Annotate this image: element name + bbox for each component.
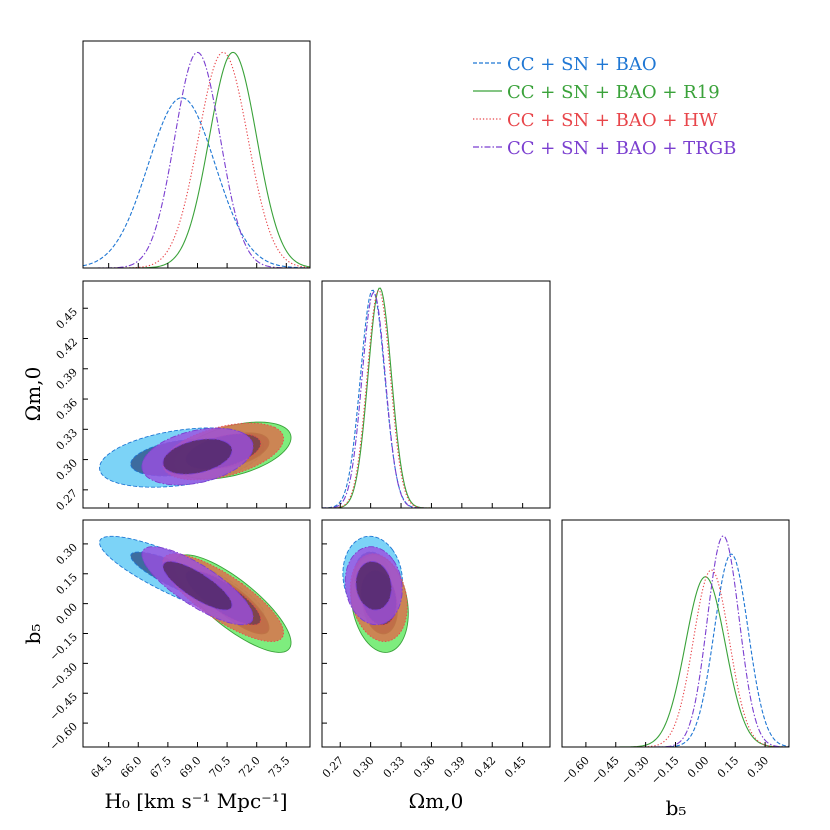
x-axis-label-om0: Ωm,0: [409, 789, 464, 813]
ytick-label-b5-3: −0.15: [47, 630, 80, 663]
panel-H0-H0: [83, 41, 310, 268]
ytick-label-Om0-1: 0.30: [54, 457, 81, 484]
xtick-label-b5-5: 0.15: [715, 754, 742, 781]
x-axis-label-b5: b₅: [666, 796, 687, 820]
y-axis-label-b5: b₅: [21, 624, 45, 645]
ytick-label-Om0-5: 0.42: [54, 335, 81, 362]
marginal-curve-H0-2: [83, 52, 310, 268]
ytick-label-b5-2: 0.00: [54, 601, 81, 628]
corner-plot: 64.5 66.0 67.5 69.0 70.5 72.0 73.5 0.27 0.30 0.33…: [0, 0, 830, 830]
x-axis-label-h0: H₀ [km s⁻¹ Mpc⁻¹]: [104, 789, 287, 813]
xtick-label-b5-2: −0.30: [619, 754, 652, 787]
contours-H0-b5: [99, 536, 291, 652]
xtick-label-Om0-0: 0.27: [320, 754, 347, 781]
xtick-label-H0-4: 70.5: [207, 754, 234, 781]
ytick-label-b5-6: −0.60: [47, 720, 80, 753]
ytick-label-b5-1: 0.15: [54, 571, 81, 598]
ytick-label-Om0-4: 0.39: [54, 366, 81, 393]
ytick-label-Om0-3: 0.36: [54, 396, 81, 423]
marginal-H0: [83, 52, 310, 268]
legend-label-1: CC + SN + BAO + R19: [507, 82, 720, 103]
marginal-curve-H0-0: [83, 98, 310, 268]
legend: CC + SN + BAO CC + SN + BAO + R19 CC + S…: [473, 54, 736, 159]
marginal-curve-Om0-3: [322, 292, 550, 508]
xtick-label-H0-3: 69.0: [177, 754, 204, 781]
marginal-curve-H0-1: [83, 52, 310, 268]
xtick-label-b5-0: −0.60: [559, 754, 592, 787]
ytick-label-b5-4: −0.30: [47, 660, 80, 693]
marginal-curve-Om0-0: [322, 290, 550, 508]
legend-entry-0: CC + SN + BAO: [473, 54, 657, 75]
ytick-label-Om0-2: 0.33: [54, 426, 81, 453]
xtick-label-Om0-4: 0.39: [441, 754, 468, 781]
marginal-b5: [562, 536, 789, 747]
xtick-label-Om0-3: 0.36: [411, 754, 438, 781]
marginal-curve-b5-2: [562, 570, 789, 747]
xtick-label-b5-1: −0.45: [589, 754, 622, 787]
xtick-label-b5-6: 0.30: [745, 754, 772, 781]
xtick-label-Om0-1: 0.30: [350, 754, 377, 781]
legend-entry-3: CC + SN + BAO + TRGB: [473, 138, 736, 159]
xtick-label-Om0-5: 0.42: [472, 754, 499, 781]
ytick-label-Om0-6: 0.45: [54, 305, 81, 332]
xtick-label-H0-6: 73.5: [266, 754, 293, 781]
xtick-label-Om0-2: 0.33: [381, 754, 408, 781]
xtick-label-b5-3: −0.15: [649, 754, 682, 787]
legend-label-3: CC + SN + BAO + TRGB: [507, 138, 736, 159]
marginal-curve-b5-3: [562, 536, 789, 747]
ytick-label-b5-0: 0.30: [54, 541, 81, 568]
legend-entry-2: CC + SN + BAO + HW: [473, 110, 718, 131]
xtick-label-b5-4: 0.00: [685, 754, 712, 781]
xtick-label-H0-1: 66.0: [118, 754, 145, 781]
marginal-Om0: [322, 288, 550, 508]
marginal-curve-Om0-2: [322, 290, 550, 508]
xtick-label-H0-5: 72.0: [236, 754, 263, 781]
ytick-label-b5-5: −0.45: [47, 690, 80, 723]
xtick-label-H0-2: 67.5: [147, 754, 174, 781]
legend-label-2: CC + SN + BAO + HW: [507, 110, 718, 131]
contours-Om0-b5: [343, 536, 408, 652]
ytick-label-Om0-0: 0.27: [54, 487, 81, 514]
panel-b5-b5: [562, 520, 789, 747]
xtick-label-H0-0: 64.5: [88, 754, 115, 781]
legend-entry-1: CC + SN + BAO + R19: [473, 82, 720, 103]
xtick-label-Om0-6: 0.45: [502, 754, 529, 781]
legend-label-0: CC + SN + BAO: [507, 54, 657, 75]
marginal-curve-Om0-1: [322, 288, 550, 508]
contours-H0-Om0: [99, 422, 291, 487]
y-axis-label-om0: Ωm,0: [21, 367, 45, 422]
marginal-curve-H0-3: [83, 52, 310, 268]
